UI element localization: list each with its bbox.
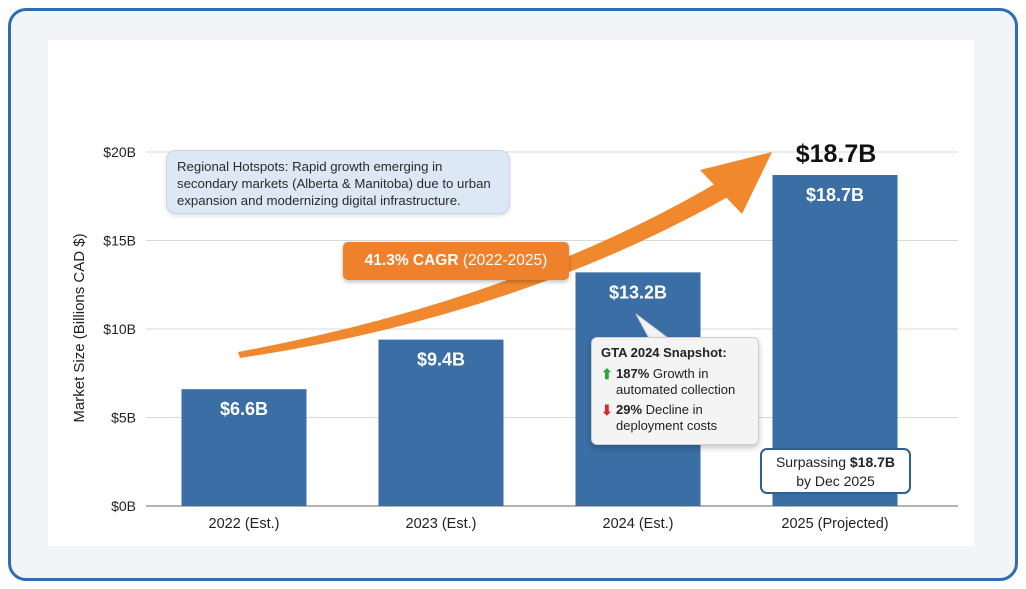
gta-growth-row: ⬆ 187% Growth in automated collection [601,366,749,398]
x-tick-label: 2023 (Est.) [406,516,477,532]
x-tick-label: 2024 (Est.) [603,516,674,532]
top-value-label: $18.7B [795,140,877,168]
y-tick-label: $20B [103,144,136,160]
gta-decline-row: ⬇ 29% Decline in deployment costs [601,402,749,434]
gta-decline-desc: Decline in deployment costs [616,402,718,433]
cagr-period: (2022-2025) [462,252,548,269]
arrow-up-icon: ⬆ [601,366,613,382]
y-axis-label: Market Size (Billions CAD $) [71,233,88,422]
surpassing-callout: Surpassing $18.7B by Dec 2025 [760,448,911,494]
y-tick-label: $15B [103,233,136,249]
x-tick-label: 2025 (Projected) [781,516,888,532]
growth-arrow-head [700,152,772,214]
gta-decline-value: 29% [616,402,643,417]
gta-decline-text: 29% Decline in deployment costs [616,402,749,434]
regional-hotspots-callout: Regional Hotspots: Rapid growth emerging… [166,150,510,214]
growth-arrow [238,152,772,358]
gta-growth-desc: Growth in automated collection [616,366,736,397]
gta-snapshot-callout: GTA 2024 Snapshot: ⬆ 187% Growth in auto… [591,337,759,445]
bar-data-label: $13.2B [609,282,667,302]
y-tick-label: $0B [111,498,136,514]
y-tick-labels: $0B $5B $10B $15B $20B [103,144,136,514]
x-tick-labels: 2022 (Est.) 2023 (Est.) 2024 (Est.) 2025 (P… [209,516,889,532]
y-tick-label: $5B [111,410,136,426]
hotspots-text: Regional Hotspots: Rapid growth emerging… [177,159,491,208]
bar [378,339,504,506]
surpass-prefix: Surpassing [775,454,846,470]
x-tick-label: 2022 (Est.) [209,516,280,532]
y-tick-label: $10B [103,321,136,337]
surpass-suffix: by Dec 2025 [796,473,875,489]
surpass-value: $18.7B [849,454,896,470]
gta-growth-value: 187% [616,366,650,381]
cagr-badge: 41.3% CAGR (2022-2025) [343,242,569,280]
gta-growth-text: 187% Growth in automated collection [616,366,749,398]
cagr-value: 41.3% CAGR [364,252,459,269]
bar-data-label: $18.7B [806,185,864,205]
gta-title: GTA 2024 Snapshot: [601,345,727,360]
bar-data-label: $6.6B [220,399,268,419]
bar [181,389,307,506]
arrow-down-icon: ⬇ [601,402,613,418]
bar-data-label: $9.4B [417,350,465,370]
